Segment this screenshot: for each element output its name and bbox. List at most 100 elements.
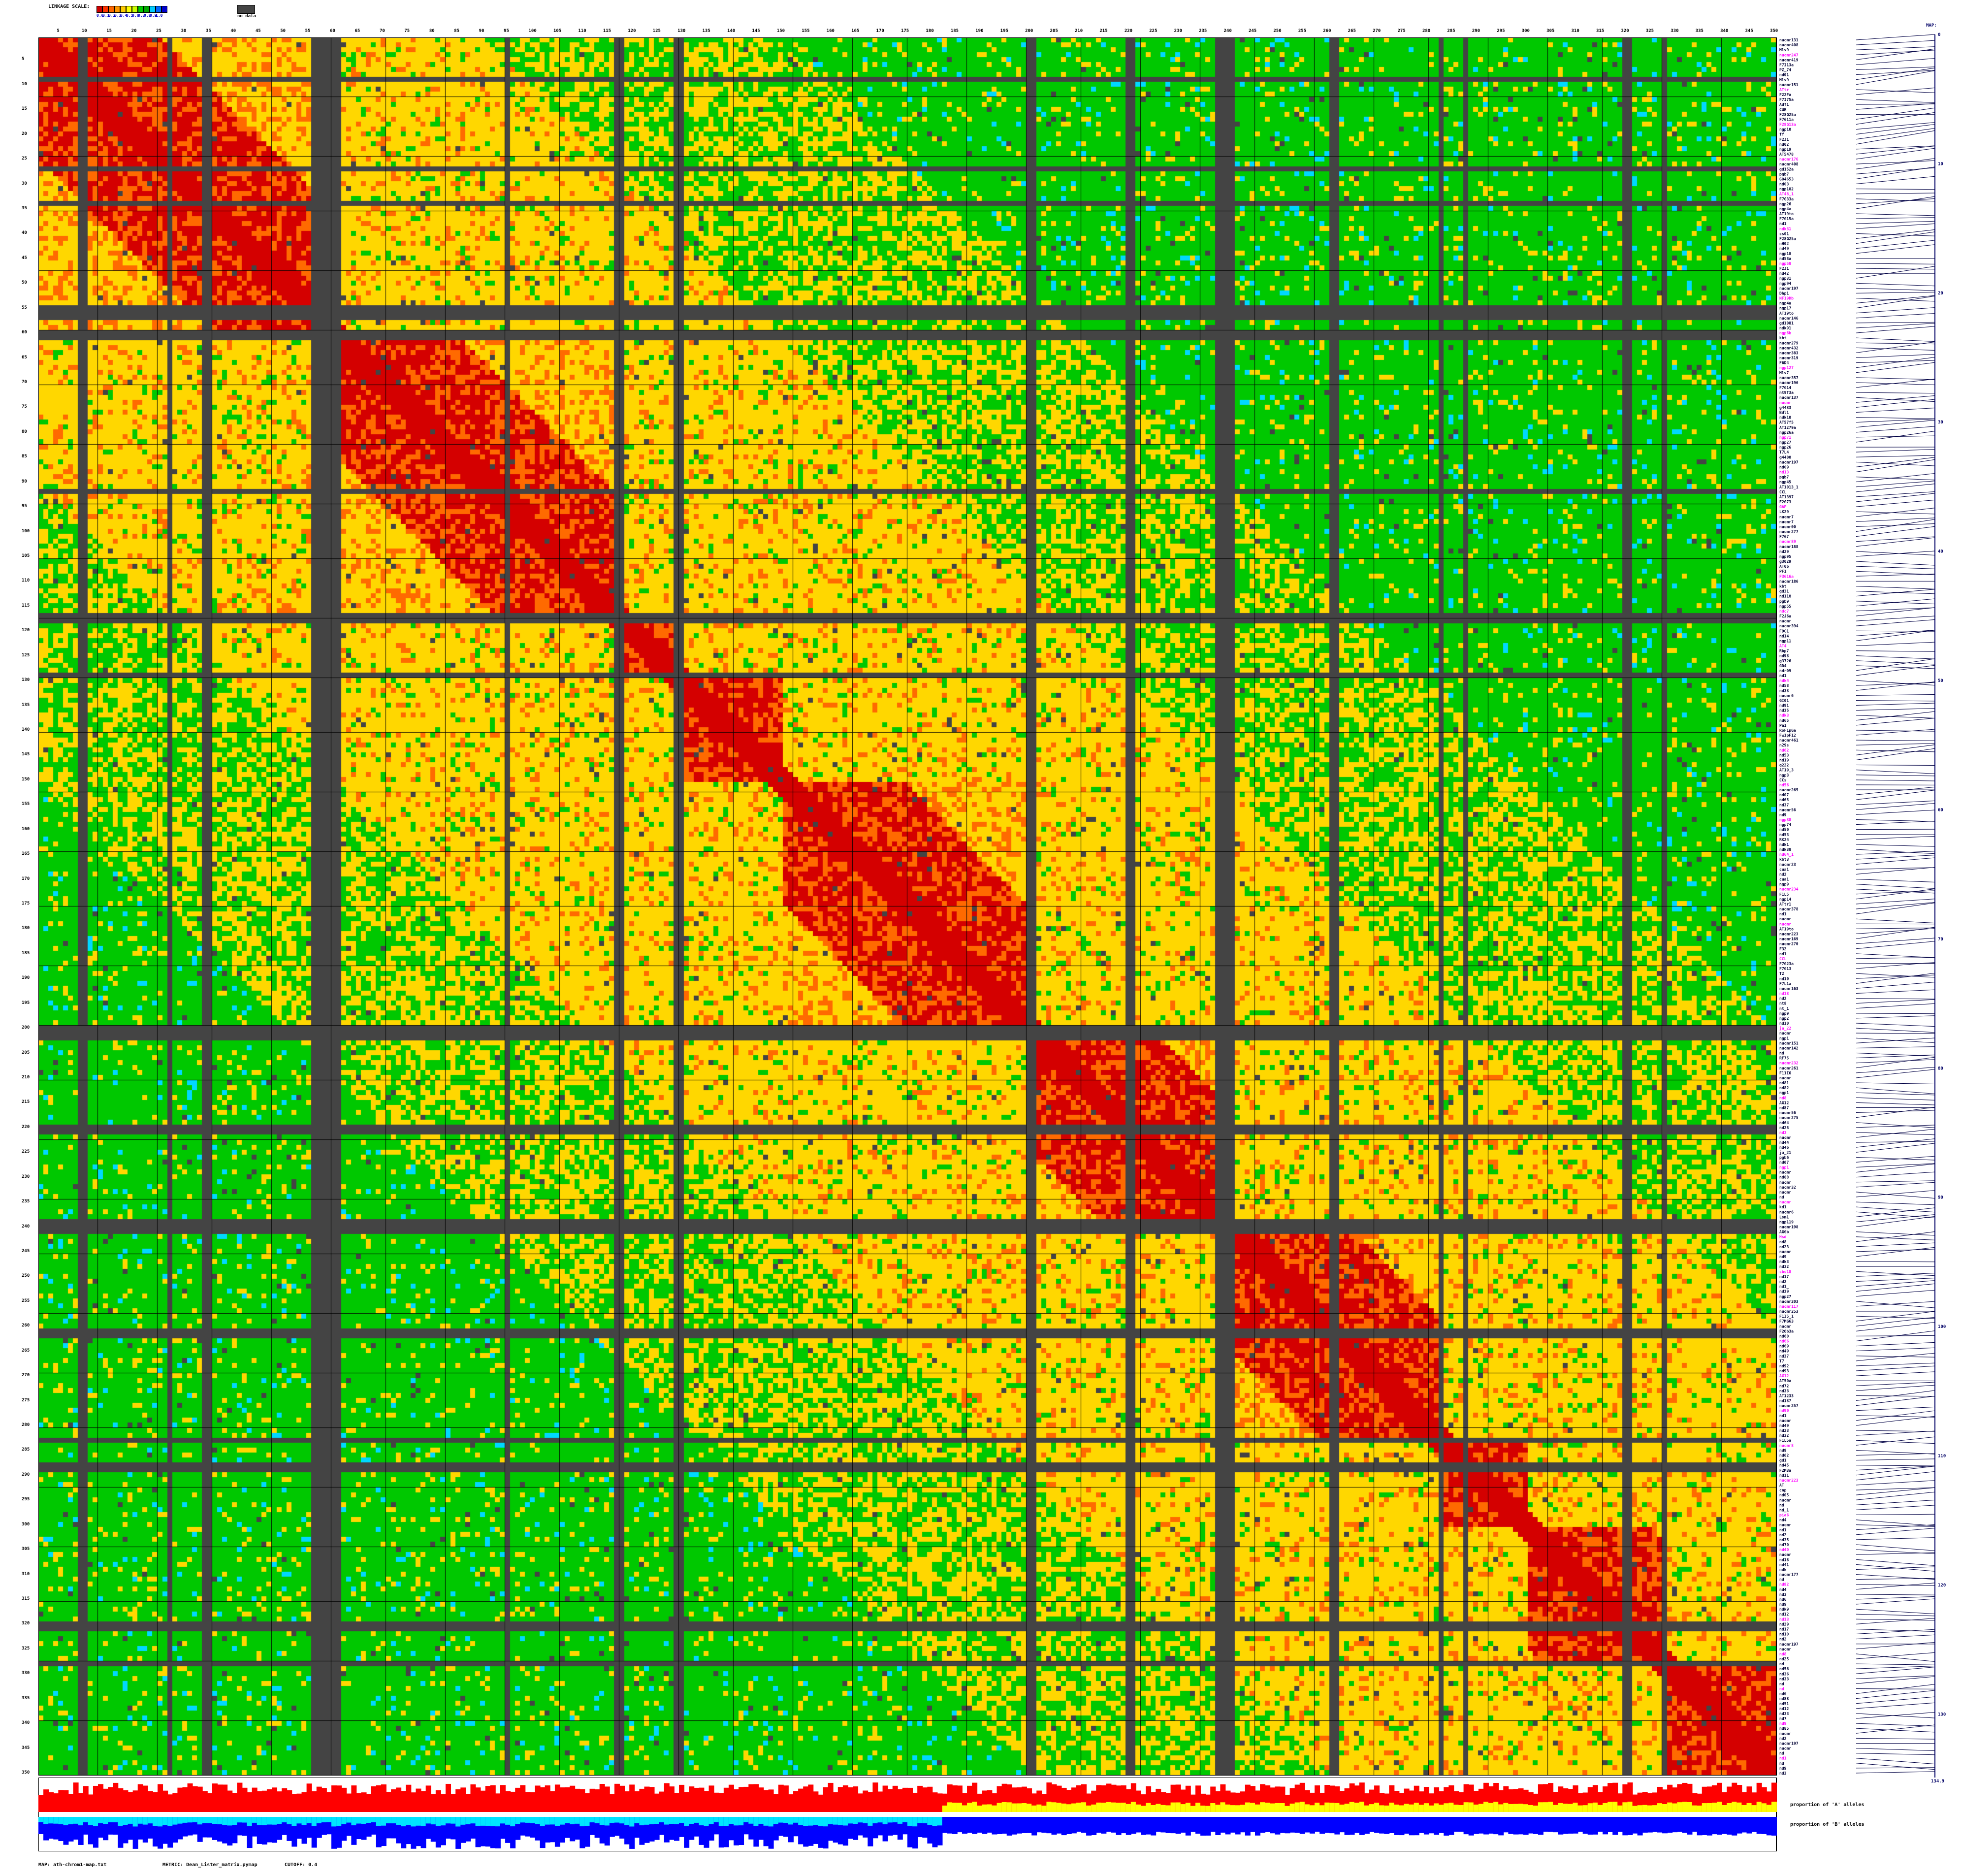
b-allele-alt-bar (694, 1817, 700, 1823)
b-allele-bar (1086, 1817, 1092, 1836)
marker-label: ndk38 (1779, 847, 1791, 852)
map-connector (1856, 1059, 1935, 1064)
b-allele-bar (172, 1817, 178, 1843)
a-allele-bar (321, 1788, 327, 1812)
a-allele-alt-bar (1523, 1804, 1529, 1812)
b-allele-bar (604, 1817, 610, 1846)
marker-label: ngp11 (1779, 639, 1791, 643)
b-allele-bar (982, 1817, 988, 1834)
a-allele-bar (1429, 1793, 1434, 1812)
b-allele-bar (1746, 1817, 1752, 1834)
b-allele-bar (1687, 1817, 1693, 1835)
column-tick-label: 40 (230, 29, 236, 33)
b-allele-alt-bar (932, 1817, 938, 1826)
b-allele-bar (291, 1817, 297, 1847)
a-allele-bar (455, 1789, 461, 1812)
b-allele-bar (272, 1817, 278, 1843)
a-allele-alt-bar (1538, 1802, 1544, 1812)
b-allele-alt-bar (261, 1817, 267, 1825)
marker-label: nd07 (1779, 793, 1789, 797)
a-allele-bar (1309, 1792, 1315, 1812)
b-allele-alt-bar (182, 1817, 188, 1823)
a-allele-bar (212, 1783, 218, 1812)
a-allele-bar (430, 1794, 436, 1812)
b-allele-alt-bar (723, 1817, 729, 1826)
b-allele-bar (1056, 1817, 1062, 1834)
marker-label: AT4 (1779, 644, 1787, 648)
marker-label: GO4653 (1779, 177, 1794, 181)
b-allele-alt-bar (227, 1817, 233, 1826)
a-allele-bar (1603, 1786, 1608, 1812)
b-allele-bar (1582, 1817, 1588, 1834)
marker-label: nd87 (1779, 1105, 1789, 1110)
scale-tick-4: 0.4 (120, 13, 128, 18)
b-allele-bar (842, 1817, 848, 1846)
marker-label: Fw1pF12 (1779, 733, 1796, 738)
marker-label: cs01 (1779, 231, 1789, 236)
b-allele-alt-bar (247, 1817, 253, 1826)
b-allele-bar (1354, 1817, 1360, 1833)
b-allele-bar (932, 1817, 938, 1847)
map-connector (1856, 1211, 1935, 1219)
marker-label: pgb6 (1779, 1155, 1789, 1160)
b-allele-alt-bar (704, 1817, 709, 1826)
map-connector (1856, 99, 1935, 103)
map-connector (1856, 775, 1935, 776)
map-connector (1856, 1471, 1935, 1481)
map-connector (1856, 1082, 1935, 1085)
row-tick-label: 75 (22, 404, 27, 410)
a-allele-bar (1235, 1792, 1241, 1812)
a-allele-bar (1756, 1782, 1762, 1812)
map-connector (1856, 536, 1935, 542)
map-connector (1856, 1634, 1935, 1640)
map-connector (1856, 1758, 1935, 1765)
a-allele-bar (505, 1791, 511, 1812)
map-connector (1856, 379, 1935, 388)
marker-label: nd3 (1779, 1131, 1787, 1135)
marker-label: nucmr56 (1779, 1111, 1796, 1115)
marker-label: n29s (1779, 743, 1789, 747)
a-allele-bar (847, 1787, 853, 1812)
marker-label: F7I75a (1779, 97, 1794, 102)
map-connector (1856, 1416, 1935, 1426)
a-allele-alt-bar (1255, 1804, 1260, 1812)
map-connector (1856, 87, 1935, 95)
map-connector (1856, 481, 1935, 487)
a-allele-bar (1563, 1788, 1569, 1812)
scale-swatch-8 (144, 6, 150, 13)
column-tick-label: 55 (305, 29, 311, 33)
b-allele-alt-bar (63, 1817, 69, 1826)
a-allele-alt-bar (1175, 1802, 1181, 1812)
map-connector (1856, 1487, 1935, 1495)
b-allele-bar (1329, 1817, 1335, 1834)
b-allele-alt-bar (88, 1817, 94, 1825)
a-allele-bar (1652, 1792, 1658, 1812)
a-allele-bar (1220, 1784, 1226, 1812)
b-allele-alt-bar (575, 1817, 580, 1824)
b-allele-alt-bar (446, 1817, 451, 1824)
a-allele-alt-bar (1667, 1802, 1673, 1812)
map-connector (1856, 962, 1935, 969)
map-connector (1856, 717, 1935, 726)
a-allele-bar (594, 1789, 600, 1812)
b-allele-bar (1741, 1817, 1747, 1833)
b-allele-alt-bar (430, 1817, 436, 1825)
map-connector (1856, 561, 1935, 566)
map-connector (1856, 240, 1935, 249)
map-connector (1856, 1690, 1935, 1699)
b-allele-bar (1612, 1817, 1618, 1835)
map-connector (1856, 46, 1935, 50)
nodata-label: no data (237, 14, 256, 19)
a-allele-alt-bar (1603, 1803, 1608, 1812)
b-allele-alt-bar (788, 1817, 794, 1825)
b-allele-alt-bar (793, 1817, 799, 1823)
b-allele-bar (331, 1817, 337, 1849)
b-allele-bar (773, 1817, 779, 1841)
map-connector (1856, 836, 1935, 840)
a-allele-bar (1225, 1790, 1231, 1812)
marker-label: F1L5a (1779, 1438, 1791, 1443)
b-allele-bar (624, 1817, 630, 1844)
marker-label: nucmr198 (1779, 1225, 1799, 1229)
a-allele-alt-bar (1151, 1805, 1157, 1812)
b-allele-bar (803, 1817, 809, 1847)
